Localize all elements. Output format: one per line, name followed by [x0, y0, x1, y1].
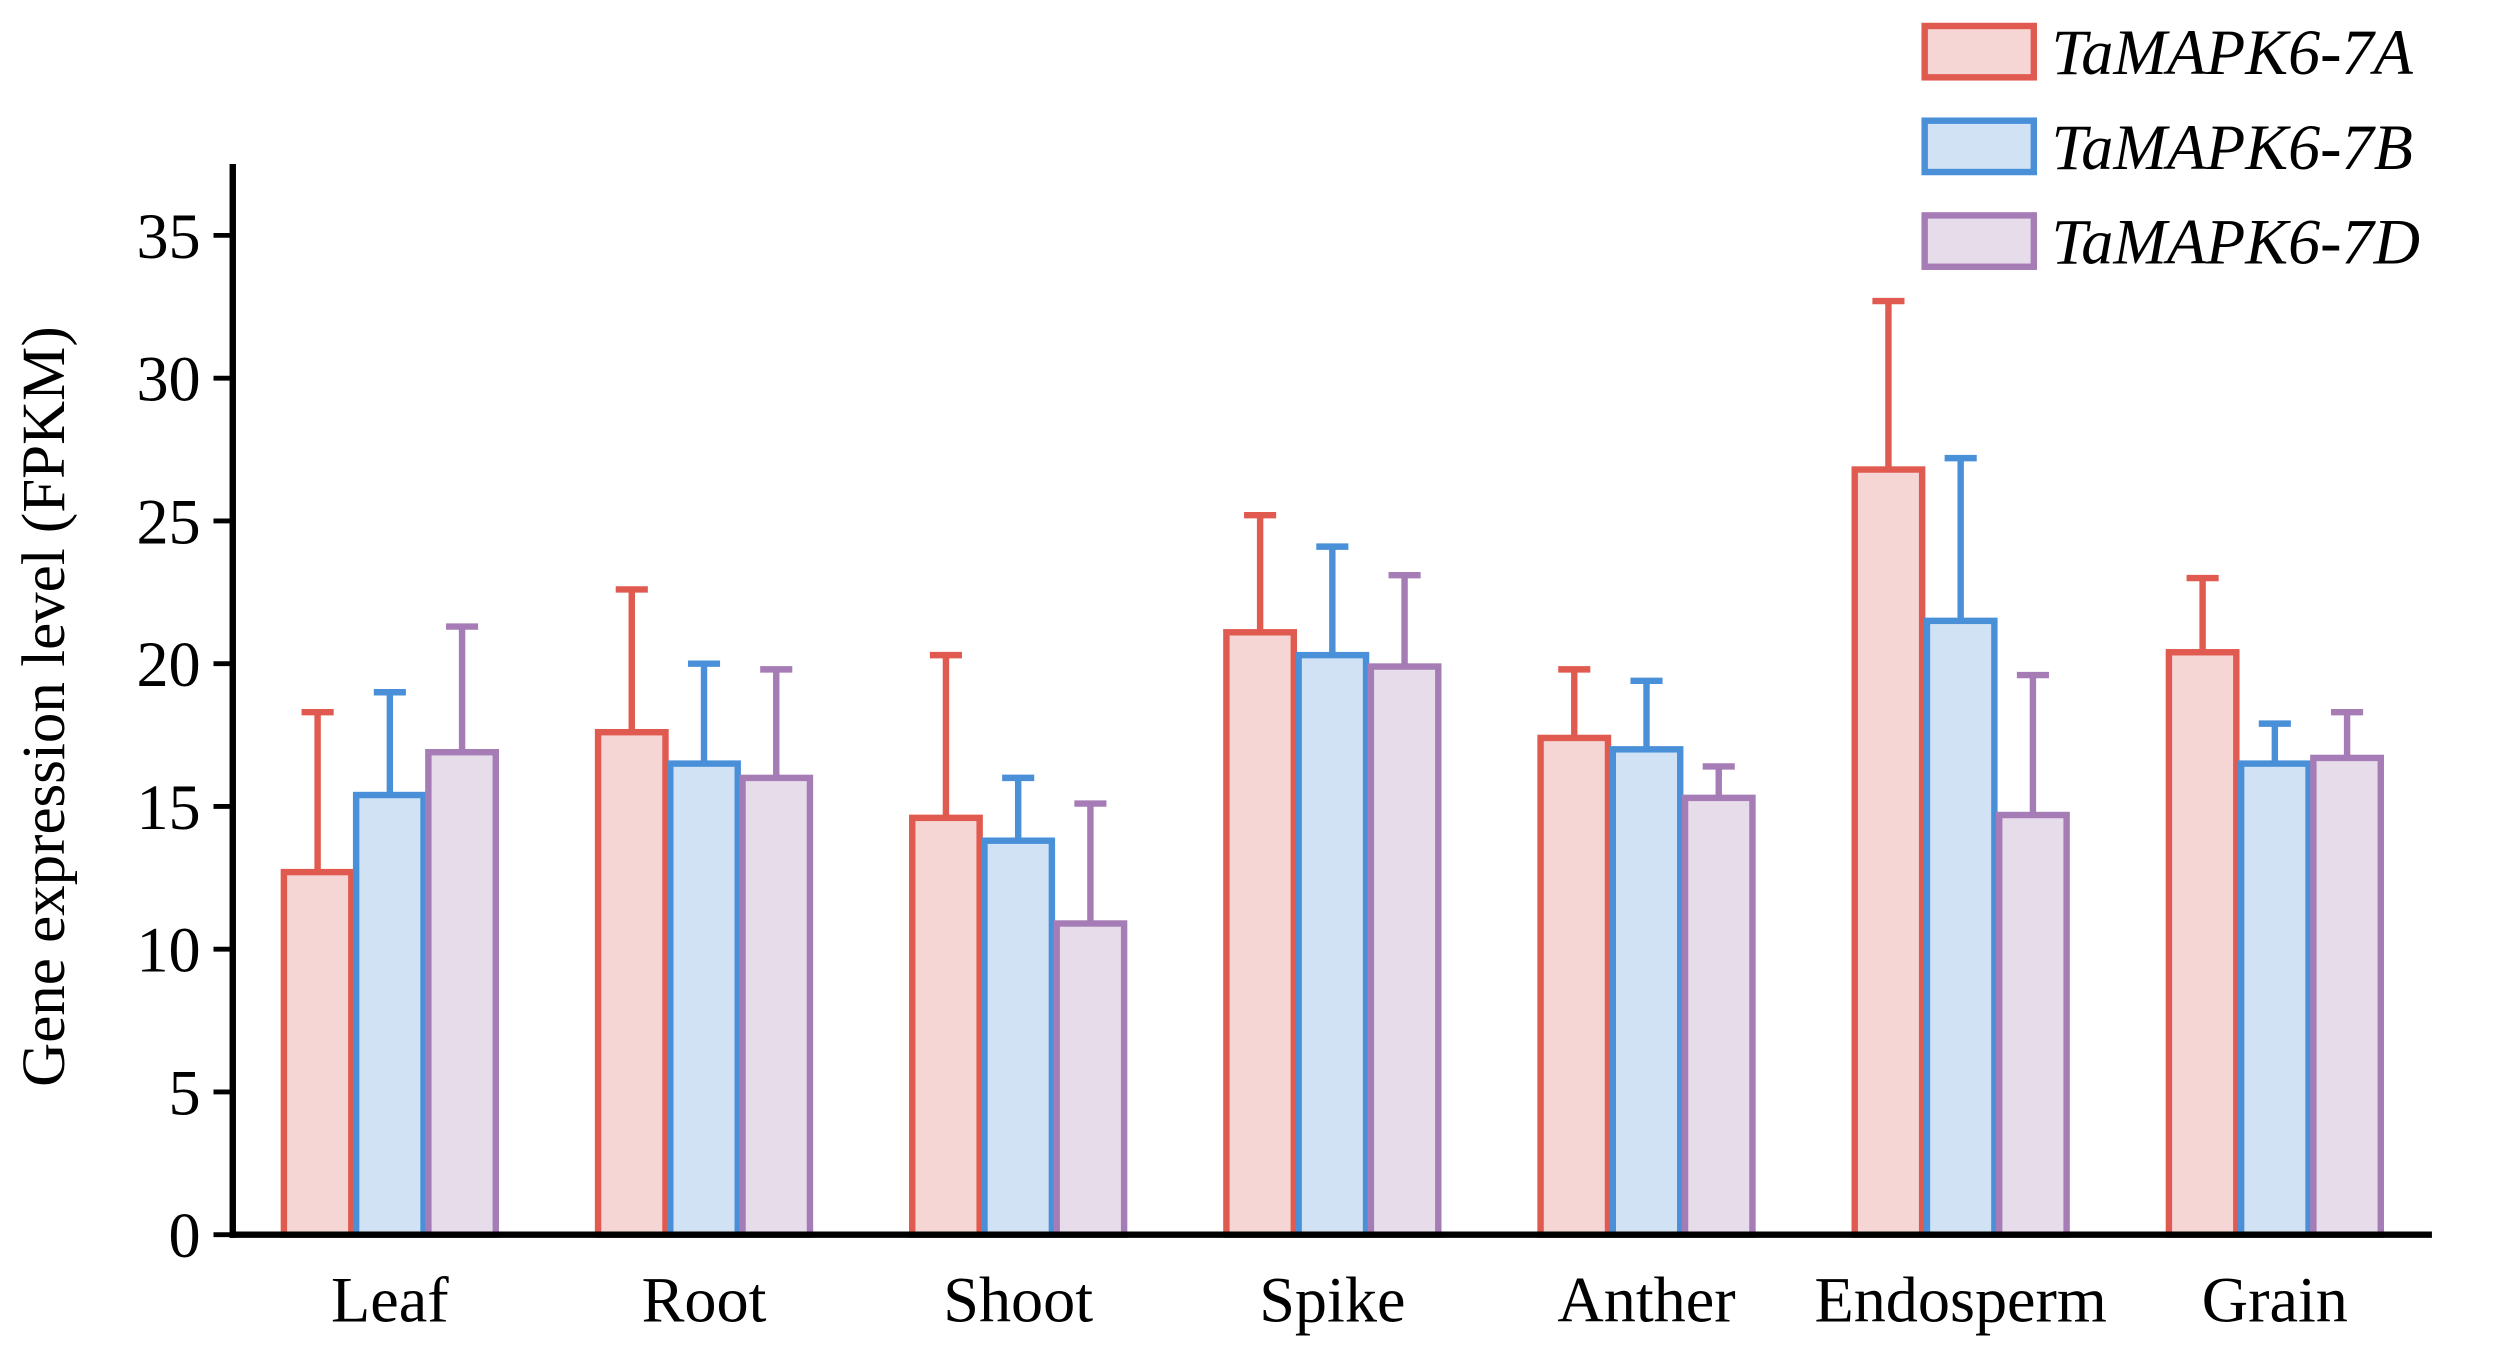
y-tick-label: 0: [169, 1200, 201, 1271]
legend-label: TaMAPK6-7B: [2051, 112, 2412, 183]
legend-swatch: [1921, 117, 2038, 176]
bar: [2165, 649, 2240, 1238]
y-axis-label: Gene expression level (FPKM): [11, 326, 78, 1086]
bar: [1367, 663, 1442, 1238]
x-tick-label: Leaf: [331, 1264, 449, 1335]
bar: [1053, 920, 1128, 1238]
y-tick-label: 25: [136, 486, 200, 557]
bar: [425, 748, 499, 1238]
bar: [1537, 734, 1612, 1238]
bar: [739, 774, 814, 1238]
bar: [280, 868, 355, 1238]
x-tick-label: Endosperm: [1814, 1264, 2106, 1335]
y-tick-label: 15: [136, 772, 200, 843]
y-tick-label: 5: [169, 1057, 201, 1128]
bar: [1223, 629, 1298, 1238]
x-tick-label: Anther: [1557, 1264, 1735, 1335]
legend-label: TaMAPK6-7A: [2051, 17, 2413, 88]
bar: [1851, 466, 1926, 1238]
bar: [352, 791, 427, 1238]
y-tick-label: 10: [136, 915, 200, 986]
bar: [1923, 617, 1998, 1238]
x-tick-label: Shoot: [943, 1264, 1093, 1335]
x-tick-label: Spike: [1259, 1264, 1405, 1335]
bar: [1609, 746, 1684, 1238]
bar: [2237, 760, 2312, 1238]
y-tick-label: 30: [136, 344, 200, 415]
bar: [2310, 754, 2384, 1238]
bar: [1295, 651, 1370, 1238]
bar: [909, 814, 983, 1238]
y-tick-label: 20: [136, 629, 200, 700]
legend-label: TaMAPK6-7D: [2051, 207, 2420, 278]
bar: [1995, 811, 2070, 1238]
x-tick-label: Root: [642, 1264, 767, 1335]
x-tick-label: Grain: [2202, 1264, 2348, 1335]
bar: [667, 760, 741, 1238]
y-tick-label: 35: [136, 201, 200, 272]
legend-swatch: [1921, 212, 2038, 270]
bar: [981, 837, 1056, 1238]
bar: [594, 728, 669, 1238]
legend-swatch: [1921, 22, 2038, 81]
bar: [1681, 794, 1756, 1238]
